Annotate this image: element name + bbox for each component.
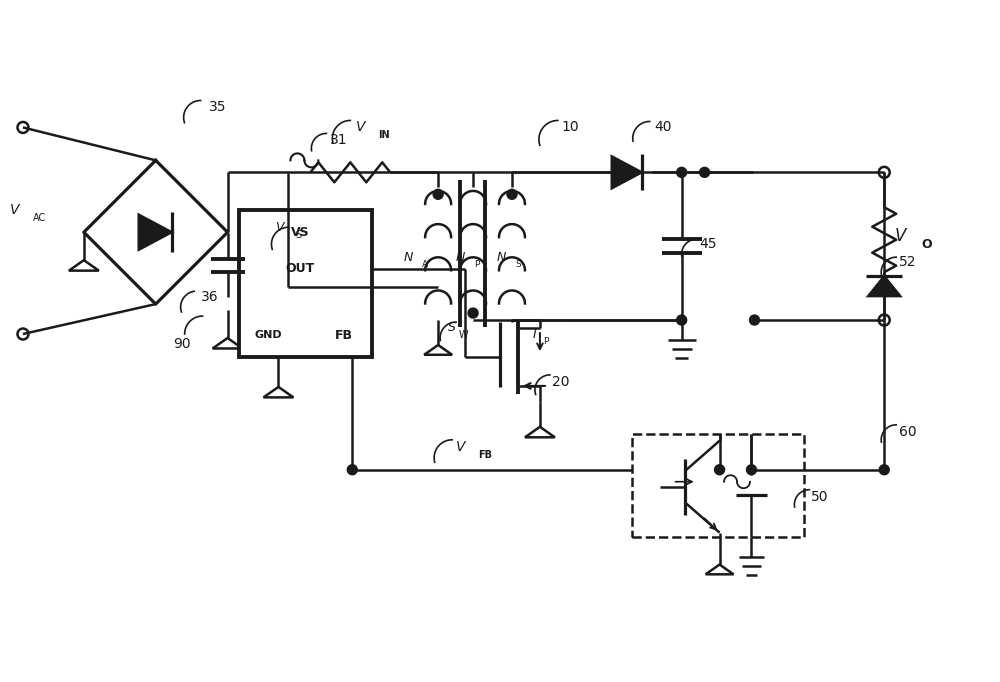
Text: P: P — [474, 260, 480, 269]
Text: 35: 35 — [209, 100, 226, 115]
Text: $V$: $V$ — [455, 440, 467, 454]
Circle shape — [700, 167, 710, 177]
Text: 20: 20 — [552, 375, 569, 389]
Circle shape — [715, 464, 725, 475]
Text: P: P — [543, 338, 548, 346]
Text: $N$: $N$ — [403, 251, 414, 264]
FancyBboxPatch shape — [632, 434, 804, 537]
Polygon shape — [868, 276, 900, 296]
Text: IN: IN — [378, 130, 390, 140]
Text: S: S — [295, 231, 302, 240]
Polygon shape — [69, 260, 99, 271]
Circle shape — [879, 464, 889, 475]
Text: $V$: $V$ — [355, 121, 368, 134]
Text: A: A — [422, 260, 428, 269]
Circle shape — [347, 464, 357, 475]
Text: FB: FB — [478, 449, 492, 460]
Polygon shape — [139, 215, 172, 250]
Text: VS: VS — [291, 226, 310, 239]
Text: $V$: $V$ — [275, 221, 287, 234]
Text: 40: 40 — [655, 121, 672, 134]
Text: $V$: $V$ — [9, 203, 21, 218]
Text: O: O — [921, 238, 932, 251]
Text: S: S — [515, 260, 521, 269]
Text: 90: 90 — [173, 337, 190, 351]
FancyBboxPatch shape — [239, 210, 372, 357]
Text: $S$: $S$ — [447, 321, 457, 333]
Text: FB: FB — [335, 329, 353, 342]
Polygon shape — [612, 156, 642, 188]
Circle shape — [677, 315, 687, 325]
Text: 36: 36 — [201, 290, 218, 304]
Text: 10: 10 — [562, 121, 579, 134]
Circle shape — [677, 167, 687, 177]
Text: GND: GND — [255, 330, 282, 340]
Text: $I$: $I$ — [532, 327, 537, 340]
Circle shape — [746, 464, 756, 475]
Text: 60: 60 — [899, 425, 917, 439]
Circle shape — [507, 190, 517, 199]
Text: 31: 31 — [330, 134, 348, 147]
Text: 45: 45 — [700, 237, 717, 251]
Text: $V$: $V$ — [894, 227, 909, 246]
Polygon shape — [424, 345, 452, 355]
Circle shape — [468, 308, 478, 318]
Text: $N$: $N$ — [455, 251, 466, 264]
Text: 50: 50 — [811, 490, 829, 504]
Polygon shape — [213, 338, 243, 349]
Text: W: W — [458, 330, 468, 340]
Text: 52: 52 — [899, 255, 917, 269]
Circle shape — [749, 315, 759, 325]
Circle shape — [433, 190, 443, 199]
Polygon shape — [263, 387, 293, 398]
Text: OUT: OUT — [286, 262, 315, 275]
Text: AC: AC — [33, 213, 46, 223]
Text: $N$: $N$ — [496, 251, 508, 264]
Polygon shape — [525, 427, 555, 437]
Polygon shape — [706, 565, 734, 574]
Polygon shape — [738, 475, 765, 494]
